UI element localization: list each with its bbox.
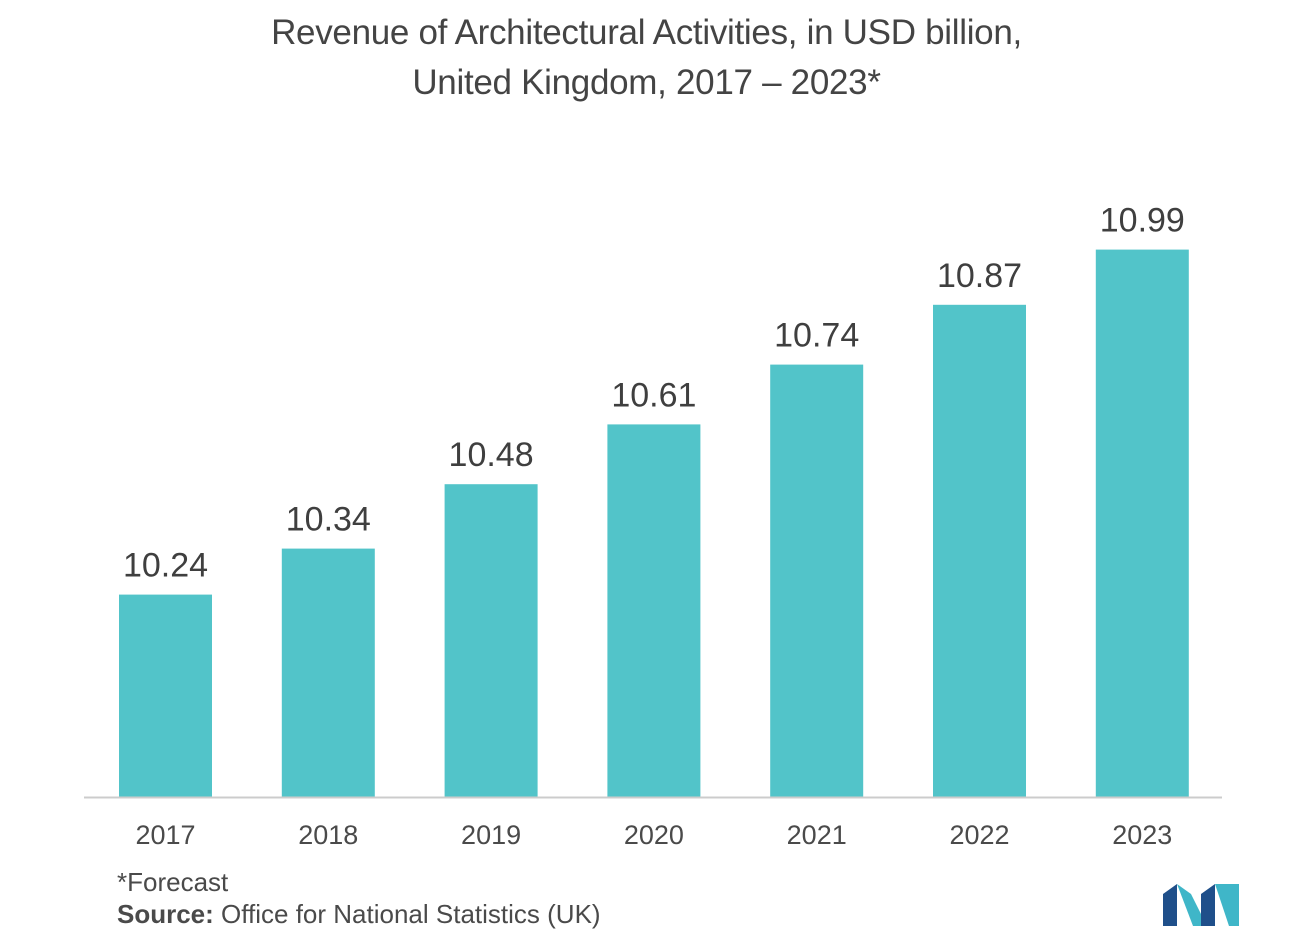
x-tick-label-2023: 2023 (1112, 820, 1172, 850)
x-tick-label-2019: 2019 (461, 820, 521, 850)
bar-value-label-2017: 10.24 (123, 547, 208, 585)
bar-value-label-2022: 10.87 (937, 257, 1022, 295)
bar-2018 (281, 548, 375, 797)
bar-2022 (933, 304, 1026, 797)
x-tick-label-2017: 2017 (135, 820, 195, 850)
mordor-intelligence-logo-icon (1163, 884, 1239, 926)
forecast-footnote: *Forecast (117, 867, 229, 897)
bar-2023 (1095, 249, 1189, 798)
bar-2020 (607, 424, 701, 797)
chart-title-line-2: United Kingdom, 2017 – 2023* (412, 63, 881, 102)
logo-shape-left (1163, 884, 1177, 926)
logo-shape-right (1215, 884, 1239, 926)
bar-2021 (770, 364, 864, 797)
x-tick-label-2020: 2020 (624, 820, 684, 850)
x-tick-labels-layer: 2017 2018 2019 2020 2021 2022 2023 (135, 820, 1172, 850)
bar-value-label-2020: 10.61 (611, 376, 696, 414)
bar-value-label-2019: 10.48 (449, 436, 534, 474)
logo-shape-mid-right (1201, 884, 1215, 926)
value-labels-layer: 10.24 10.34 10.48 10.61 10.74 10.87 10.99 (123, 202, 1185, 585)
bar-value-label-2018: 10.34 (286, 501, 371, 539)
x-tick-label-2022: 2022 (949, 820, 1009, 850)
chart-title-line-1: Revenue of Architectural Activities, in … (271, 13, 1022, 52)
bar-value-label-2021: 10.74 (774, 317, 859, 355)
bar-2019 (444, 484, 538, 797)
bars-layer (119, 249, 1189, 798)
source-line: Source: Office for National Statistics (… (117, 898, 601, 930)
x-tick-label-2018: 2018 (298, 820, 358, 850)
logo-shape-mid-left (1177, 884, 1207, 926)
x-tick-label-2021: 2021 (787, 820, 847, 850)
chart-title: Revenue of Architectural Activities, in … (0, 8, 1293, 108)
bar-value-label-2023: 10.99 (1100, 202, 1185, 240)
source-text: Office for National Statistics (UK) (213, 899, 601, 929)
source-label: Source: (117, 899, 214, 929)
bar-2017 (119, 594, 212, 797)
